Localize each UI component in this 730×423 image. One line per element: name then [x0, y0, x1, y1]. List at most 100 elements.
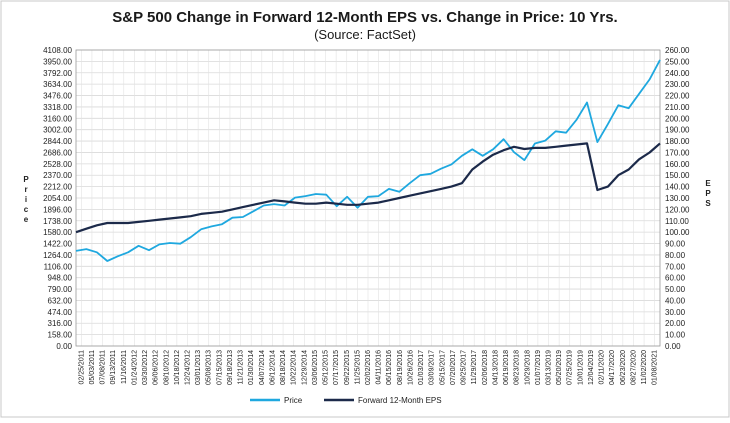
y-left-tick-label: 2844.00: [43, 137, 72, 146]
x-tick-label: 02/11/2020: [599, 350, 606, 385]
y-right-axis-title-letter: P: [705, 189, 711, 198]
x-tick-label: 09/18/2013: [227, 350, 234, 385]
x-tick-label: 05/08/2013: [206, 350, 213, 385]
y-left-tick-label: 4108.00: [43, 46, 72, 55]
x-tick-label: 01/07/2019: [535, 350, 542, 385]
y-right-tick-label: 190.00: [665, 126, 690, 135]
x-tick-label: 02/25/2011: [78, 350, 85, 385]
y-right-axis-title-letter: E: [705, 179, 711, 188]
x-tick-label: 12/04/2019: [588, 350, 595, 385]
y-left-tick-label: 790.00: [48, 285, 73, 294]
x-tick-label: 03/01/2013: [195, 350, 202, 385]
y-left-tick-label: 3476.00: [43, 92, 72, 101]
y-right-tick-label: 30.00: [665, 308, 686, 317]
x-tick-label: 09/13/2011: [110, 350, 117, 385]
y-right-tick-label: 100.00: [665, 228, 690, 237]
y-right-tick-label: 110.00: [665, 217, 689, 226]
y-right-tick-label: 250.00: [665, 57, 690, 66]
x-tick-label: 10/22/2014: [291, 350, 298, 385]
series-line-price: [75, 59, 661, 262]
x-tick-label: 01/30/2014: [248, 350, 255, 385]
y-right-tick-label: 40.00: [665, 296, 686, 305]
x-tick-label: 11/25/2015: [354, 350, 361, 385]
legend-label: Price: [284, 396, 303, 405]
chart-subtitle: (Source: FactSet): [314, 27, 416, 42]
x-tick-label: 05/03/2011: [89, 350, 96, 385]
x-tick-label: 04/11/2016: [376, 350, 383, 385]
y-left-tick-label: 3950.00: [43, 57, 72, 66]
x-tick-label: 01/03/2017: [418, 350, 425, 385]
x-tick-label: 12/29/2014: [301, 350, 308, 385]
series-layer: [75, 59, 661, 262]
y-left-tick-label: 0.00: [56, 342, 72, 351]
x-tick-label: 08/23/2018: [514, 350, 521, 385]
y-left-tick-label: 3634.00: [43, 80, 72, 89]
y-right-tick-label: 0.00: [665, 342, 681, 351]
y-left-tick-label: 2686.00: [43, 148, 72, 157]
y-left-tick-label: 158.00: [48, 331, 73, 340]
x-tick-label: 05/15/2017: [439, 350, 446, 385]
x-tick-label: 06/15/2016: [386, 350, 393, 385]
y-left-axis-title-letter: i: [25, 195, 27, 204]
y-left-tick-label: 1264.00: [43, 251, 72, 260]
x-tick-label: 09/25/2017: [461, 350, 468, 385]
x-tick-label: 01/08/2021: [652, 350, 659, 385]
x-tick-label: 06/12/2014: [269, 350, 276, 385]
plot-area: [75, 49, 661, 347]
axis-layer: 0.00 158.00 316.00 474.00 632.00 790.00 948.00…: [23, 46, 711, 385]
y-right-tick-label: 120.00: [665, 205, 690, 214]
chart-title: S&P 500 Change in Forward 12-Month EPS v…: [112, 9, 617, 26]
x-tick-label: 04/13/2018: [492, 350, 499, 385]
y-left-tick-label: 632.00: [48, 296, 73, 305]
x-tick-label: 08/19/2016: [397, 350, 404, 385]
y-right-tick-label: 80.00: [665, 251, 686, 260]
y-left-tick-label: 2528.00: [43, 160, 72, 169]
y-left-tick-label: 3792.00: [43, 69, 72, 78]
x-tick-label: 08/27/2020: [630, 350, 637, 385]
x-tick-label: 05/12/2015: [323, 350, 330, 385]
x-tick-label: 10/18/2012: [174, 350, 181, 385]
x-tick-label: 03/30/2012: [142, 350, 149, 385]
x-tick-label: 02/06/2018: [482, 350, 489, 385]
y-left-tick-label: 1106.00: [44, 262, 73, 271]
y-left-tick-label: 316.00: [48, 319, 73, 328]
series-line-forward-12-month-eps: [75, 142, 661, 234]
x-tick-label: 01/24/2012: [131, 350, 138, 385]
x-tick-label: 05/20/2019: [556, 350, 563, 385]
x-tick-label: 07/17/2015: [333, 350, 340, 385]
x-tick-label: 06/23/2020: [620, 350, 627, 385]
x-tick-label: 06/19/2018: [503, 350, 510, 385]
y-left-tick-label: 2054.00: [43, 194, 72, 203]
y-left-axis-title-letter: r: [24, 185, 27, 194]
y-left-tick-label: 1580.00: [43, 228, 72, 237]
x-tick-label: 04/07/2014: [259, 350, 266, 385]
x-tick-label: 09/22/2015: [344, 350, 351, 385]
y-right-tick-label: 240.00: [665, 69, 690, 78]
y-right-tick-label: 20.00: [665, 319, 686, 328]
y-left-tick-label: 1738.00: [43, 217, 72, 226]
x-tick-label: 03/13/2019: [546, 350, 553, 385]
x-tick-label: 02/02/2016: [365, 350, 372, 385]
y-right-tick-label: 60.00: [665, 274, 686, 283]
y-left-tick-label: 3160.00: [43, 114, 72, 123]
x-tick-label: 07/15/2013: [216, 350, 223, 385]
y-left-tick-label: 474.00: [48, 308, 73, 317]
y-right-tick-label: 210.00: [665, 103, 690, 112]
y-left-axis-title-letter: e: [24, 215, 29, 224]
y-right-tick-label: 200.00: [665, 114, 690, 123]
y-left-tick-label: 1422.00: [43, 240, 72, 249]
y-left-axis-title-letter: P: [23, 175, 29, 184]
legend: Price Forward 12-Month EPS: [250, 396, 442, 405]
x-tick-label: 08/10/2012: [163, 350, 170, 385]
y-right-tick-label: 50.00: [665, 285, 686, 294]
y-right-tick-label: 150.00: [665, 171, 690, 180]
legend-label: Forward 12-Month EPS: [358, 396, 442, 405]
x-tick-label: 07/25/2019: [567, 350, 574, 385]
y-right-tick-label: 170.00: [665, 148, 690, 157]
y-right-axis-title-letter: S: [705, 199, 711, 208]
y-left-tick-label: 948.00: [48, 274, 73, 283]
y-right-tick-label: 160.00: [665, 160, 690, 169]
y-right-tick-label: 70.00: [665, 262, 686, 271]
